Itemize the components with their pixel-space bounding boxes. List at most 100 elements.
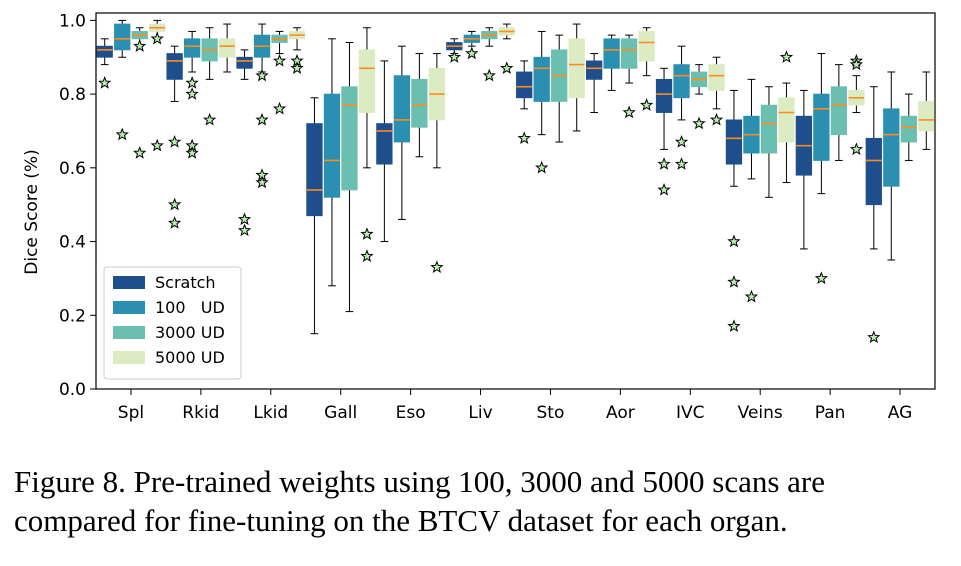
y-tick-label: 0.6 <box>59 159 86 179</box>
box-sto-0 <box>516 60 533 144</box>
box-body <box>865 137 882 206</box>
box-liv-2 <box>481 27 498 82</box>
outlier-point <box>237 223 252 237</box>
box-rkid-3 <box>218 23 236 73</box>
outlier-point <box>639 98 654 111</box>
outlier-point <box>517 131 531 144</box>
outlier-point <box>744 289 759 303</box>
x-tick-label: AG <box>888 403 913 423</box>
legend-entry: 5000 UD <box>155 348 225 367</box>
y-tick-label: 0.4 <box>59 233 86 253</box>
outlier-point <box>150 138 164 152</box>
x-tick-label: IVC <box>676 403 705 423</box>
outlier-point <box>482 68 496 82</box>
outlier-point <box>272 53 287 67</box>
box-body <box>638 31 655 62</box>
y-tick-label: 1.0 <box>59 11 86 31</box>
plot-area: 0.0 0.2 0.4 0.6 0.8 1.0 Spl Rkid Lkid Gall Eso Liv S… <box>59 11 936 423</box>
outlier-point <box>430 260 444 274</box>
box-pan-2 <box>830 64 848 161</box>
outlier-point <box>849 57 864 71</box>
outlier-point <box>237 212 252 226</box>
box-ivc-3 <box>708 56 725 126</box>
box-lkid-2 <box>271 30 288 115</box>
outlier-point <box>447 50 461 63</box>
box-gall-3 <box>358 27 376 262</box>
box-body <box>830 86 848 136</box>
x-tick-label: Lkid <box>253 403 288 423</box>
outlier-point <box>167 197 182 211</box>
box-spl-1 <box>114 19 131 141</box>
outlier-point <box>360 227 374 240</box>
box-body <box>778 97 795 143</box>
box-sto-2 <box>551 34 568 143</box>
box-body <box>655 78 673 113</box>
outlier-point <box>360 249 374 262</box>
outlier-point <box>535 160 549 174</box>
outlier-point <box>500 61 514 74</box>
box-aor-3 <box>638 27 655 111</box>
legend-entry: Scratch <box>155 273 216 292</box>
box-rkid-0 <box>166 45 183 229</box>
box-spl-3 <box>149 19 166 152</box>
legend-entry: 3000 UD <box>155 323 225 342</box>
box-body <box>620 38 638 69</box>
box-aor-2 <box>620 34 638 119</box>
outlier-point <box>814 271 829 285</box>
outlier-point <box>657 157 671 170</box>
box-pan-0 <box>795 89 813 250</box>
outlier-point <box>202 112 217 126</box>
box-veins-1 <box>743 78 760 303</box>
box-body <box>306 123 323 217</box>
box-body <box>393 75 411 143</box>
box-body <box>813 93 830 161</box>
outlier-point <box>98 76 112 89</box>
legend-swatch <box>113 301 145 314</box>
box-ivc-2 <box>690 64 708 130</box>
box-ag-3 <box>918 71 935 150</box>
y-tick-label: 0.8 <box>59 85 86 105</box>
outlier-point <box>657 182 671 196</box>
x-tick-label: Aor <box>606 403 635 423</box>
box-body <box>708 64 725 91</box>
box-body <box>568 38 585 99</box>
box-aor-0 <box>585 53 603 114</box>
outlier-point <box>465 46 479 60</box>
x-tick-label: Veins <box>738 403 783 423</box>
outlier-point <box>255 112 269 126</box>
box-ivc-0 <box>655 67 673 196</box>
x-tick-label: Pan <box>815 403 846 423</box>
outlier-point <box>255 175 269 189</box>
outlier-point <box>849 142 864 156</box>
box-body <box>323 93 341 198</box>
box-spl-2 <box>131 27 148 159</box>
box-aor-1 <box>603 34 620 91</box>
box-rkid-1 <box>183 30 201 159</box>
box-sto-3 <box>568 23 585 132</box>
box-body <box>900 115 917 143</box>
box-pan-1 <box>813 53 830 285</box>
outlier-point <box>867 330 881 344</box>
box-liv-1 <box>463 30 480 60</box>
outlier-point <box>674 157 689 170</box>
box-body <box>218 38 236 58</box>
box-body <box>236 56 253 69</box>
box-eso-2 <box>411 53 428 158</box>
box-body <box>883 108 900 187</box>
outlier-point <box>167 216 182 229</box>
outlier-point <box>622 105 636 119</box>
box-ivc-1 <box>673 45 690 170</box>
box-body <box>516 71 533 99</box>
outlier-point <box>133 146 147 159</box>
outlier-point <box>255 68 269 82</box>
legend-swatch <box>113 351 145 364</box>
outlier-point <box>272 101 287 115</box>
box-body <box>760 104 778 154</box>
x-tick-label: Sto <box>537 403 565 423</box>
outlier-point <box>727 319 741 332</box>
plot-frame <box>95 12 936 390</box>
box-liv-3 <box>498 23 515 74</box>
legend-entry: 100 UD <box>155 298 225 317</box>
outlier-point <box>115 127 129 141</box>
x-tick-label: Spl <box>118 403 144 423</box>
